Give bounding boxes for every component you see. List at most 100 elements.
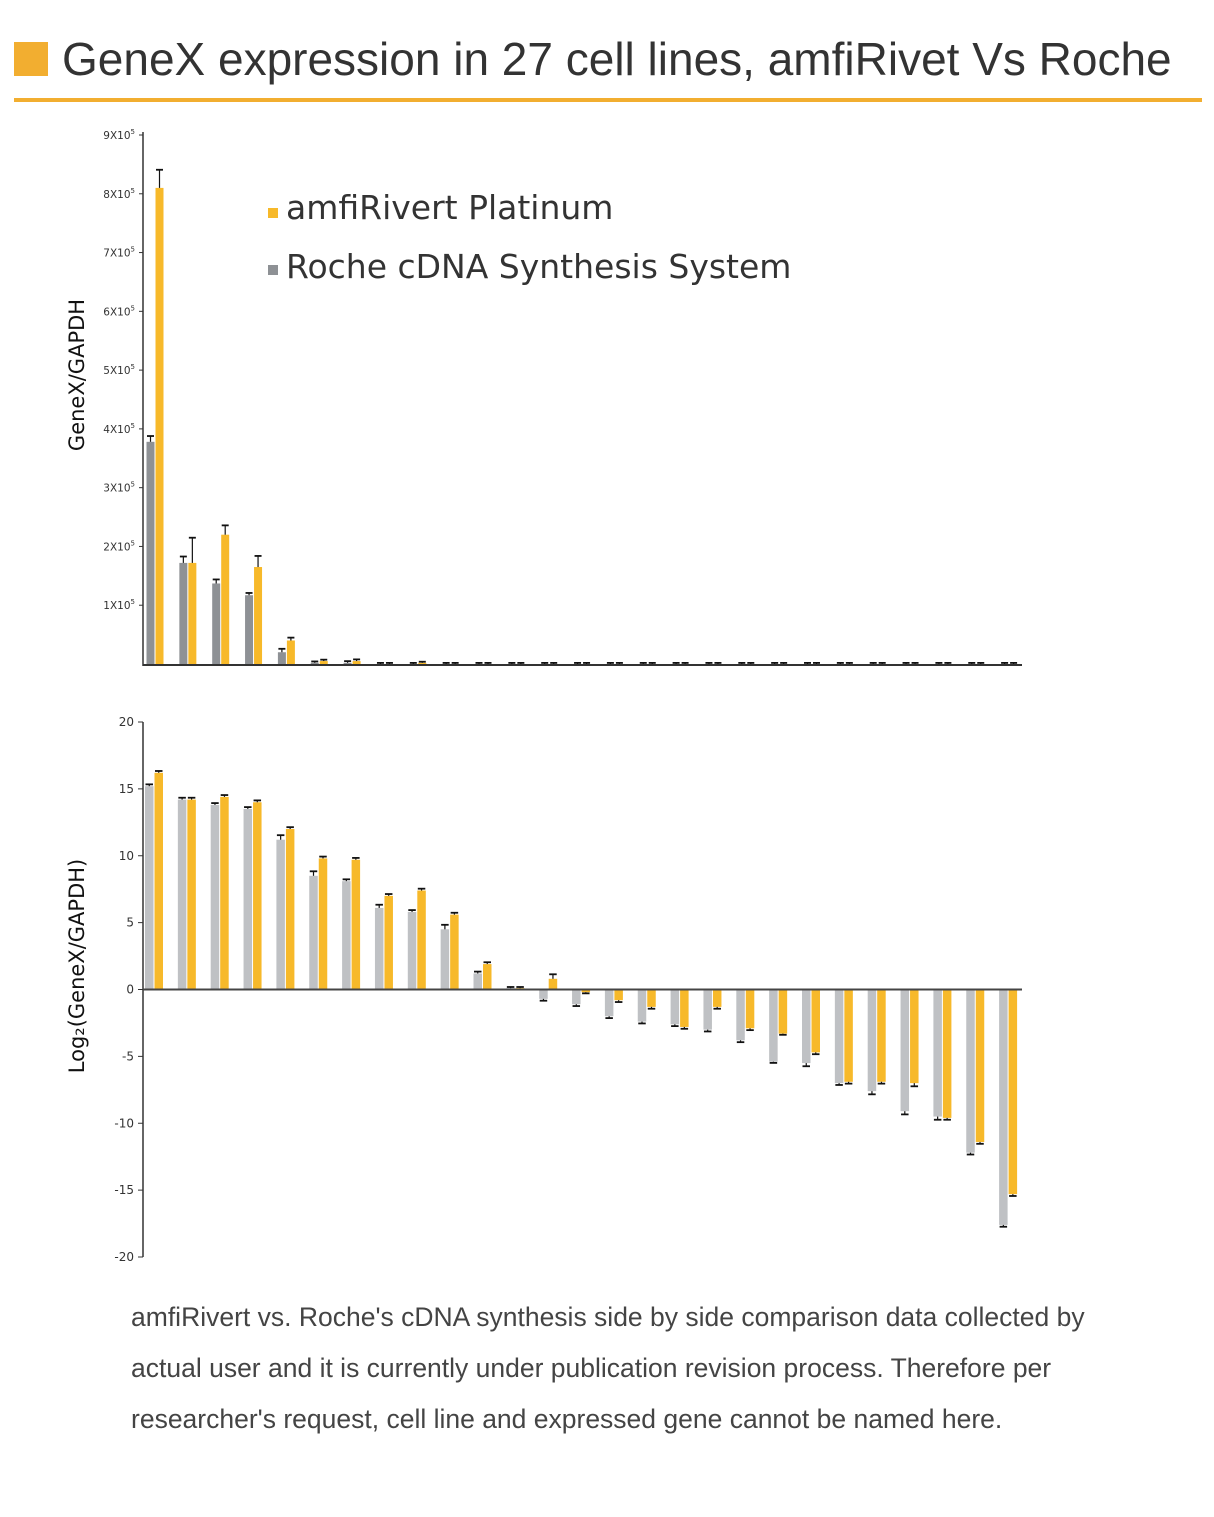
y-tick-label-base: 3X10 [103,483,130,495]
roche-bar [440,929,450,990]
roche-bar [146,441,155,664]
caption: amfiRivert vs. Roche's cDNA synthesis si… [131,1302,1085,1434]
y-tick-label: 20 [119,715,134,729]
amfi-bar [877,989,886,1082]
y-tick-label: 7X105 [103,246,135,260]
y-axis-label: GeneX/GAPDH [65,299,89,451]
y-tick-label-exponent: 5 [131,187,135,195]
title-divider [14,98,1202,102]
y-tick-label: 9X105 [103,128,135,142]
roche-bar [572,989,581,1005]
legend-roche-label: Roche cDNA Synthesis System [286,247,791,286]
amfi-bar [548,978,558,990]
amfi-bar [188,562,197,664]
roche-bar [670,989,680,1025]
amfi-bar [680,989,689,1027]
roche-bar [310,662,319,664]
amfi-bar [450,914,459,990]
roche-bar [604,989,614,1017]
y-tick-label: 5 [126,916,134,930]
amfi-bar [417,890,426,990]
roche-bar [834,989,844,1084]
amfi-bar [254,567,263,664]
roche-bar [342,881,351,990]
roche-bar [539,989,548,999]
roche-bar [210,804,220,990]
amfi-bar [745,989,755,1029]
roche-bar [243,808,253,990]
bottom-log-bar-chart: 20 15 10 5 0 -5 -10 -15 -20 Log₂(GeneX/GAPDH) [65,715,1022,1264]
y-tick-label-exponent: 5 [131,539,135,547]
roche-bar [343,662,352,664]
y-tick-label-base: 8X10 [103,189,130,201]
amfi-bar [352,661,361,664]
y-tick-label: 6X105 [103,304,135,318]
legend-roche-swatch [268,265,278,275]
amfi-bar [712,989,722,1007]
amfi-bar [319,661,328,664]
y-tick-label-exponent: 5 [131,598,135,606]
amfi-bar [154,772,163,990]
y-tick-label: 1X105 [103,598,135,612]
roche-bar [407,911,417,990]
y-axis-label: Log₂(GeneX/GAPDH) [65,859,89,1073]
y-tick-label: -10 [114,1116,134,1130]
y-tick-label: 0 [126,983,134,997]
amfi-bar [318,858,328,990]
amfi-bar [285,829,295,990]
amfi-bar [614,989,623,1001]
amfi-bar [253,802,262,990]
amfi-bar [418,662,427,664]
y-tick-label: 5X105 [103,363,135,377]
amfi-bar [844,989,853,1082]
header: GeneX expression in 27 cell lines, amfiR… [14,26,1202,102]
top-bar-chart: 1X1052X1053X1054X1055X1056X1057X1058X105… [65,128,1022,666]
y-tick-label: 4X105 [103,422,135,436]
roche-bar [966,989,975,1153]
amfi-bar [384,895,393,990]
amfi-bar [221,534,230,664]
roche-bar [802,989,811,1064]
amfi-bar [811,989,820,1053]
roche-bar [245,595,254,664]
y-tick-label-base: 2X10 [103,541,130,553]
roche-bar [177,799,187,990]
y-tick-label-base: 7X10 [103,248,130,260]
roche-bar [473,973,482,990]
roche-bar [867,989,877,1092]
amfi-bar [647,989,656,1007]
y-tick-label-exponent: 5 [131,246,135,254]
amfi-bar [581,989,591,993]
roche-bar [179,562,188,664]
y-tick-label: -20 [114,1250,134,1264]
y-tick-label-base: 9X10 [103,130,130,142]
roche-bar [637,989,647,1022]
page-title: GeneX expression in 27 cell lines, amfiR… [62,33,1172,85]
amfi-bar [483,964,492,990]
roche-bar [999,989,1008,1225]
y-tick-label: 2X105 [103,539,135,553]
roche-bar [933,989,942,1117]
amfi-bar [187,799,196,990]
roche-bar [145,786,154,990]
amfi-bar [155,187,164,664]
amfi-bar [220,796,229,990]
roche-bar [703,989,712,1030]
roche-bar [769,989,778,1062]
amfi-bar [778,989,788,1034]
amfi-bar [351,859,361,990]
y-tick-label-exponent: 5 [131,304,135,312]
amfi-bar [286,640,295,664]
y-tick-label-exponent: 5 [131,481,135,489]
y-tick-label-exponent: 5 [131,128,135,136]
y-tick-label: -15 [114,1183,134,1197]
roche-bar [276,839,285,990]
amfi-bar [942,989,952,1118]
y-tick-label: -5 [122,1049,134,1063]
amfi-bar [910,989,919,1084]
legend-amfi-swatch [268,208,278,218]
roche-bar [309,875,318,990]
y-tick-label-exponent: 5 [131,422,135,430]
y-tick-label-exponent: 5 [131,363,135,371]
y-tick-label: 8X105 [103,187,135,201]
